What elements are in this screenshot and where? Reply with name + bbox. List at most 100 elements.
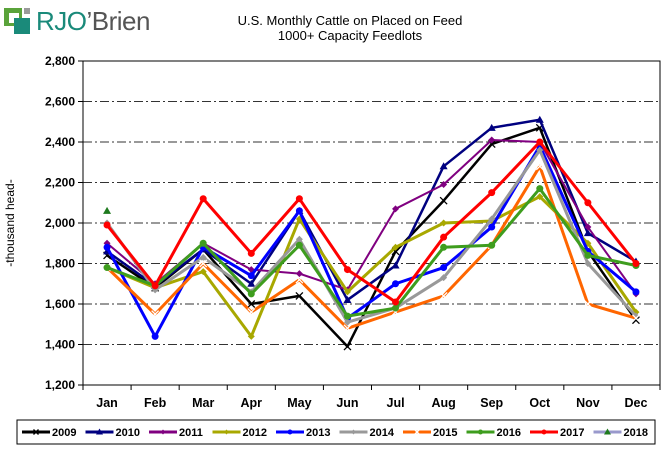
data-point [343, 342, 352, 351]
logo-text-suffix: ’Brien [86, 5, 151, 36]
x-tick-label: Aug [431, 396, 455, 410]
y-tick-label: 2,000 [45, 216, 75, 230]
series-line-2017 [105, 140, 638, 304]
data-point [391, 261, 400, 269]
data-point [224, 429, 229, 435]
data-point [295, 241, 303, 249]
data-point [343, 324, 352, 333]
data-point [632, 260, 640, 267]
data-point [343, 266, 351, 274]
y-tick-label: 2,400 [45, 135, 75, 149]
data-point [488, 136, 496, 144]
logo-mark-icon [4, 8, 32, 34]
data-point [488, 241, 496, 249]
data-point [583, 229, 592, 237]
axes [78, 60, 661, 390]
y-tick-label: 1,400 [45, 338, 75, 352]
rjobrien-logo: RJO’Brien [4, 6, 150, 36]
y-tick-label: 2,200 [45, 176, 75, 190]
data-point-stroke [631, 314, 640, 323]
data-point [392, 280, 400, 288]
legend-item-2009: 2009 [22, 427, 76, 439]
data-point [247, 272, 255, 280]
data-point [583, 300, 592, 308]
legend-label: 2018 [624, 427, 648, 439]
data-point [584, 260, 592, 267]
data-point [199, 268, 207, 276]
series-line-2016 [106, 187, 637, 318]
chart-title: U.S. Monthly Cattle on Placed on Feed [237, 13, 463, 28]
data-point [295, 275, 304, 284]
legend-label: 2015 [433, 427, 457, 439]
data-point [247, 279, 256, 287]
y-tick-label: 1,600 [45, 297, 75, 311]
x-tick-label: Apr [241, 396, 263, 410]
data-point [536, 138, 544, 146]
legend-label: 2012 [243, 427, 267, 439]
data-point [478, 429, 483, 435]
data-point [351, 429, 356, 435]
data-point-stroke [199, 259, 208, 268]
series-line-2012 [106, 195, 638, 338]
data-point [392, 304, 400, 312]
series-2017 [103, 138, 640, 306]
legend-item-2016: 2016 [466, 427, 521, 439]
data-point [439, 291, 448, 300]
data-point [295, 235, 303, 243]
data-point [295, 207, 303, 215]
legend-item-2012: 2012 [212, 427, 267, 439]
x-tick-label: Feb [144, 396, 167, 410]
data-point-stroke [247, 308, 256, 317]
x-tick-label: Mar [192, 396, 214, 410]
legend-item-2018: 2018 [593, 427, 648, 439]
series-2018 [103, 206, 112, 214]
data-point [151, 310, 160, 319]
data-point [287, 429, 293, 435]
data-point-stroke [343, 342, 352, 351]
data-point [536, 193, 544, 201]
legend-label: 2011 [179, 427, 203, 439]
chart-title-block: U.S. Monthly Cattle on Placed on Feed 10… [200, 13, 500, 43]
data-point [103, 264, 111, 272]
data-point [414, 429, 420, 435]
data-point [631, 314, 640, 323]
data-point [440, 264, 448, 272]
data-point [199, 259, 208, 268]
data-point-stroke [535, 162, 544, 171]
legend-label: 2009 [52, 427, 76, 439]
x-tick-label: Oct [529, 396, 551, 410]
data-point [439, 196, 448, 205]
data-point [33, 429, 39, 435]
x-tick-label: Nov [576, 396, 600, 410]
data-point [160, 429, 166, 435]
x-tick-label: Jun [336, 396, 358, 410]
data-point [488, 215, 496, 223]
series-2013 [103, 142, 640, 340]
legend-item-2013: 2013 [276, 427, 330, 439]
legend-label: 2017 [560, 427, 584, 439]
data-point [103, 206, 112, 214]
data-point [247, 249, 255, 257]
legend-label: 2013 [306, 427, 330, 439]
data-point [536, 185, 544, 193]
legend-item-2010: 2010 [85, 427, 140, 439]
data-point [295, 270, 303, 278]
data-point-stroke [487, 140, 496, 148]
legend-label: 2014 [370, 427, 395, 439]
data-point-stroke [631, 316, 640, 325]
data-point [343, 288, 351, 296]
data-point [535, 115, 544, 123]
series-group [103, 115, 640, 351]
series-2010 [103, 115, 640, 303]
legend-item-2017: 2017 [530, 427, 584, 439]
y-tick-label: 2,600 [45, 95, 75, 109]
data-point [392, 243, 400, 251]
data-point [604, 428, 611, 435]
data-point [151, 282, 159, 290]
data-point [584, 199, 592, 207]
legend-item-2015: 2015 [403, 427, 457, 439]
data-point [440, 219, 448, 227]
data-point [440, 233, 448, 241]
legend-label: 2010 [116, 427, 140, 439]
